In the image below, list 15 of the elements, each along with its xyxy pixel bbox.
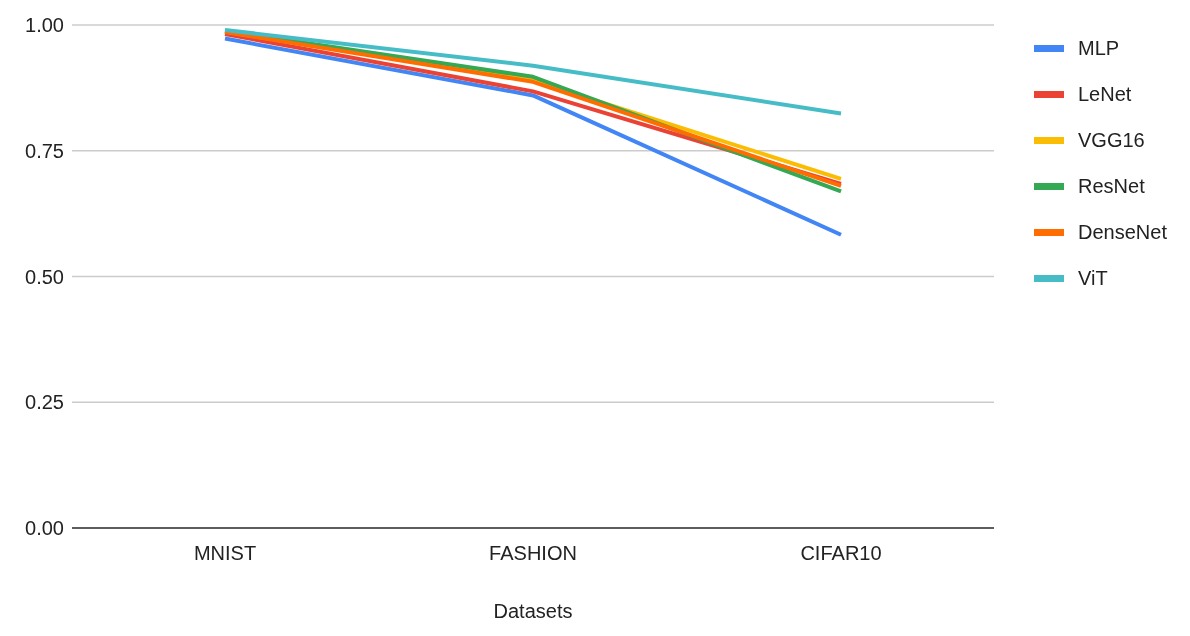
y-tick-label: 0.25 — [25, 391, 64, 414]
x-axis-title: Datasets — [493, 600, 573, 622]
y-tick-label: 0.50 — [25, 265, 64, 288]
y-tick-label: 0.75 — [25, 139, 64, 162]
legend-label: VGG16 — [1078, 128, 1145, 152]
legend-label: ResNet — [1078, 174, 1145, 198]
y-tick-label: 1.00 — [25, 14, 64, 37]
legend-label: DenseNet — [1078, 220, 1167, 244]
legend-label: LeNet — [1078, 82, 1132, 106]
legend-label: ViT — [1078, 266, 1108, 290]
legend-label: MLP — [1078, 36, 1120, 60]
x-tick-label: CIFAR10 — [800, 542, 882, 565]
y-tick-label: 0.00 — [25, 517, 64, 540]
x-tick-label: MNIST — [193, 542, 257, 565]
x-tick-label: FASHION — [489, 542, 577, 565]
